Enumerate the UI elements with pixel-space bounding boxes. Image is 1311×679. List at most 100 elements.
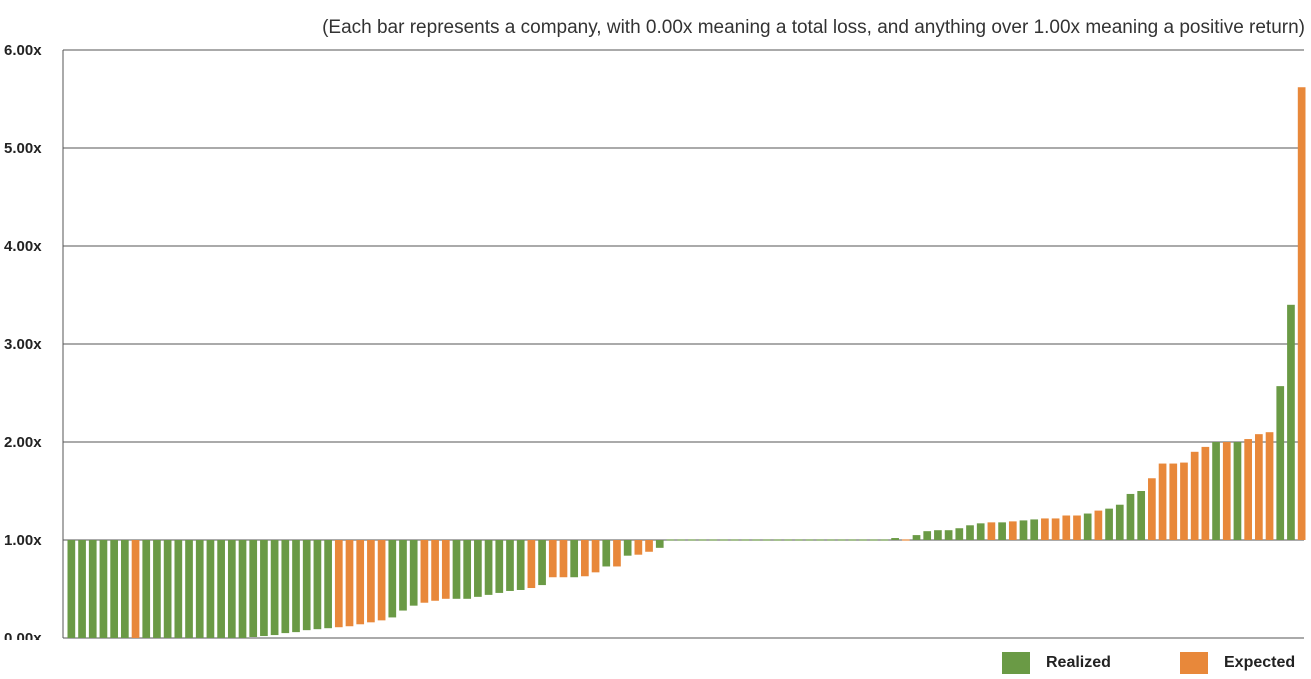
bar xyxy=(677,539,685,541)
bar xyxy=(99,540,108,638)
y-tick-label: 3.00x xyxy=(4,336,42,353)
bar xyxy=(805,539,814,541)
bar xyxy=(67,540,76,638)
bar xyxy=(1222,442,1231,540)
gridlines xyxy=(63,49,1304,639)
y-tick-label: 2.00x xyxy=(4,434,42,451)
bar xyxy=(163,540,172,638)
bar xyxy=(1137,491,1146,540)
bar xyxy=(1233,442,1242,540)
legend-expected-swatch xyxy=(1180,652,1208,674)
bar xyxy=(698,539,707,541)
bar xyxy=(570,540,579,578)
legend-expected: Expected xyxy=(1180,652,1295,674)
bar xyxy=(891,538,899,540)
bar xyxy=(302,540,311,631)
bar xyxy=(762,539,771,541)
y-tick-label: 1.00x xyxy=(4,532,42,549)
bar xyxy=(527,540,536,589)
bar xyxy=(324,540,332,629)
bar xyxy=(623,540,632,556)
bar xyxy=(506,540,514,591)
bar xyxy=(1169,463,1178,540)
bar xyxy=(217,540,225,638)
bar xyxy=(688,539,696,541)
bar xyxy=(720,539,728,541)
bar xyxy=(1030,519,1039,540)
bar-chart: 0.00x 1.00x 2.00x 3.00x 4.00x 5.00x 6.00x xyxy=(4,42,1306,640)
bar xyxy=(794,539,803,541)
bar xyxy=(377,540,386,621)
legend-realized-swatch xyxy=(1002,652,1030,674)
bar xyxy=(934,530,942,540)
bar xyxy=(120,540,129,638)
bar xyxy=(238,540,247,638)
bar xyxy=(1094,510,1103,540)
y-tick-label: 4.00x xyxy=(4,238,42,255)
bar xyxy=(441,540,450,599)
bar xyxy=(645,540,653,552)
bar xyxy=(452,540,461,599)
bar xyxy=(901,539,910,541)
bar xyxy=(1008,521,1017,540)
bar xyxy=(195,540,204,638)
bar xyxy=(976,523,985,540)
bar xyxy=(227,540,236,638)
bar xyxy=(409,540,418,606)
bar xyxy=(399,540,407,611)
bar xyxy=(260,540,268,637)
bar xyxy=(1297,87,1306,541)
bar xyxy=(1073,515,1081,540)
bar xyxy=(827,539,835,541)
bar xyxy=(1265,432,1274,540)
bar xyxy=(131,540,140,638)
bar xyxy=(784,539,792,541)
bar xyxy=(655,540,664,548)
bar xyxy=(859,539,867,541)
bar xyxy=(1180,462,1188,540)
bar xyxy=(1276,386,1285,540)
bar xyxy=(581,540,589,577)
bar xyxy=(998,522,1006,540)
bar xyxy=(495,540,504,593)
bar xyxy=(1126,493,1135,540)
bar xyxy=(1255,434,1263,540)
bar xyxy=(966,525,974,540)
y-tick-label: 5.00x xyxy=(4,140,42,157)
legend-realized-label: Realized xyxy=(1046,654,1111,671)
bar xyxy=(548,540,557,578)
bar xyxy=(1212,442,1220,540)
bar xyxy=(880,539,889,541)
bar xyxy=(281,540,290,634)
bar xyxy=(345,540,354,627)
bar xyxy=(78,540,86,638)
bar xyxy=(292,540,300,633)
y-tick-labels: 0.00x 1.00x 2.00x 3.00x 4.00x 5.00x 6.00x xyxy=(4,42,42,640)
bar xyxy=(559,540,568,578)
bar xyxy=(1105,508,1113,540)
bar xyxy=(634,540,643,555)
bar xyxy=(153,540,161,638)
bar xyxy=(923,531,932,540)
bar xyxy=(334,540,343,628)
bar xyxy=(752,539,760,541)
bar xyxy=(474,540,482,597)
bar xyxy=(249,540,258,638)
bar xyxy=(270,540,279,636)
bar xyxy=(420,540,429,603)
bar xyxy=(1083,513,1092,540)
bar xyxy=(185,540,193,638)
bar xyxy=(1158,463,1167,540)
bar xyxy=(367,540,375,623)
bar xyxy=(356,540,365,625)
bar xyxy=(1051,518,1060,540)
bar xyxy=(816,539,825,541)
bars xyxy=(67,87,1306,638)
y-tick-label: 6.00x xyxy=(4,42,42,59)
bar xyxy=(431,540,439,601)
bar xyxy=(1190,451,1199,540)
y-tick-label: 0.00x xyxy=(4,630,42,640)
bar xyxy=(1287,304,1295,540)
bar xyxy=(1201,446,1210,540)
bar xyxy=(666,539,675,541)
